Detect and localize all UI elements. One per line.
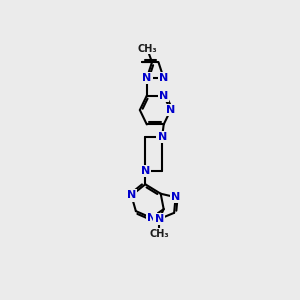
Text: N: N [147, 213, 156, 223]
Text: N: N [141, 166, 150, 176]
Text: N: N [171, 192, 180, 202]
Text: N: N [127, 190, 136, 200]
Text: N: N [159, 73, 168, 83]
Text: CH₃: CH₃ [137, 44, 157, 53]
Text: N: N [166, 105, 175, 115]
Text: N: N [154, 214, 164, 224]
Text: N: N [159, 91, 168, 100]
Text: N: N [142, 73, 152, 83]
Text: N: N [158, 132, 167, 142]
Text: CH₃: CH₃ [149, 229, 169, 239]
